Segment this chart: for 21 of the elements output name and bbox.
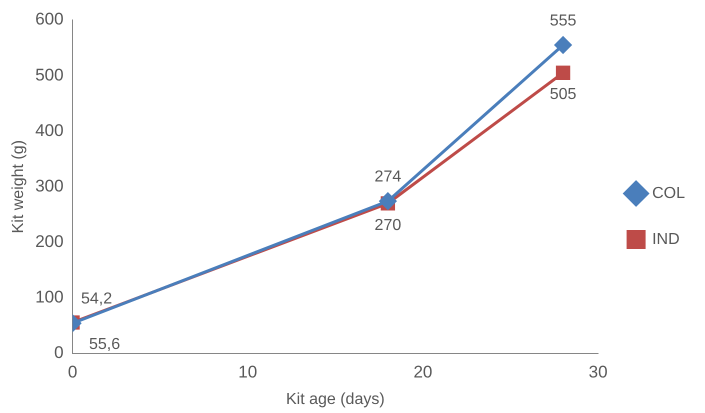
data-label: 274 <box>374 168 402 186</box>
data-label: 54,2 <box>80 290 112 308</box>
y-tick-label: 100 <box>35 288 64 307</box>
data-label: 505 <box>550 86 577 104</box>
data-label: 270 <box>374 216 402 234</box>
y-tick-label: 400 <box>35 120 64 140</box>
data-label: 555 <box>550 12 577 30</box>
y-tick-label: 500 <box>35 65 64 84</box>
y-tick-label: 600 <box>35 10 64 29</box>
y-tick-label: 200 <box>35 232 64 251</box>
x-axis-title: Kit age (days) <box>286 390 385 408</box>
x-tick-label: 10 <box>238 362 258 382</box>
data-label: 55,6 <box>88 336 120 353</box>
legend-label: COL <box>652 184 686 202</box>
x-tick-label: 0 <box>68 362 78 382</box>
y-tick-label: 0 <box>54 343 64 362</box>
y-axis-title: Kit weight (g) <box>10 140 28 234</box>
y-tick-label: 300 <box>35 176 64 196</box>
x-tick-label: 20 <box>413 362 432 382</box>
x-tick-label: 30 <box>588 362 608 382</box>
legend-label: IND <box>652 230 680 248</box>
